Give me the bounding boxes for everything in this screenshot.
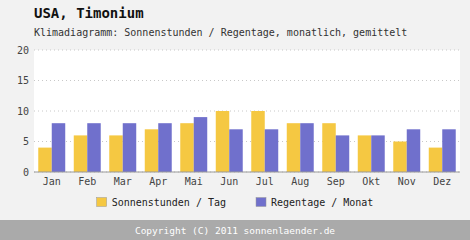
x-tick-label: Jul xyxy=(256,176,274,187)
bar xyxy=(407,129,420,172)
x-tick-label: Nov xyxy=(398,176,416,187)
legend-swatch xyxy=(97,198,107,207)
bar xyxy=(87,123,100,172)
x-tick-label: Aug xyxy=(291,176,309,187)
legend-item: Regentage / Monat xyxy=(256,197,373,208)
bar xyxy=(287,123,300,172)
plot-background xyxy=(34,50,460,172)
x-tick-label: Okt xyxy=(362,176,380,187)
x-tick-label: Mar xyxy=(114,176,132,187)
footer-background xyxy=(0,220,470,240)
bar xyxy=(300,123,313,172)
grid-line xyxy=(34,111,460,112)
bar xyxy=(442,129,455,172)
legend-label: Sonnenstunden / Tag xyxy=(112,197,226,208)
x-tick-label: Jun xyxy=(220,176,238,187)
x-tick-label: Mai xyxy=(185,176,203,187)
legend-label: Regentage / Monat xyxy=(271,197,373,208)
bar xyxy=(393,142,406,173)
bar xyxy=(251,111,264,172)
grid-line xyxy=(34,50,460,51)
bar xyxy=(216,111,229,172)
bar xyxy=(145,129,158,172)
background xyxy=(0,0,470,240)
legend-item: Sonnenstunden / Tag xyxy=(97,197,226,208)
bar xyxy=(336,135,349,172)
y-tick-label: 0 xyxy=(23,167,29,178)
y-tick-label: 10 xyxy=(17,106,29,117)
x-tick-label: Sep xyxy=(327,176,345,187)
bar xyxy=(371,135,384,172)
legend-swatch xyxy=(256,198,266,207)
legend: Sonnenstunden / Tag Regentage / Monat xyxy=(97,197,374,208)
subtitle: Klimadiagramm: Sonnenstunden / Regentage… xyxy=(34,27,407,38)
bar xyxy=(322,123,335,172)
y-tick-label: 20 xyxy=(17,45,29,56)
bar xyxy=(229,129,242,172)
bar xyxy=(265,129,278,172)
y-tick-label: 5 xyxy=(23,136,29,147)
bar xyxy=(74,135,87,172)
bar xyxy=(194,117,207,172)
bar xyxy=(52,123,65,172)
grid-line xyxy=(34,80,460,81)
chart-svg: USA, Timonium Klimadiagramm: Sonnenstunde… xyxy=(0,0,470,240)
annotation: Copyright (C) 2011 sonnenlaender.de xyxy=(135,225,335,236)
bar xyxy=(358,135,371,172)
bar xyxy=(429,148,442,172)
title: USA, Timonium xyxy=(34,5,144,21)
chart-container: USA, Timonium Klimadiagramm: Sonnenstunde… xyxy=(0,0,470,240)
y-tick-label: 15 xyxy=(17,75,29,86)
bar xyxy=(180,123,193,172)
page: {"chart_data": {"type": "bar", "title": … xyxy=(0,0,470,240)
bar xyxy=(38,148,51,172)
bar xyxy=(109,135,122,172)
x-tick-label: Jan xyxy=(43,176,61,187)
bar xyxy=(123,123,136,172)
x-tick-label: Feb xyxy=(78,176,96,187)
x-tick-label: Apr xyxy=(149,176,167,187)
bar xyxy=(158,123,171,172)
x-tick-label: Dez xyxy=(433,176,451,187)
x-axis-line xyxy=(34,172,460,173)
grid xyxy=(34,50,460,172)
bars xyxy=(38,111,455,172)
grid-line xyxy=(34,172,460,173)
